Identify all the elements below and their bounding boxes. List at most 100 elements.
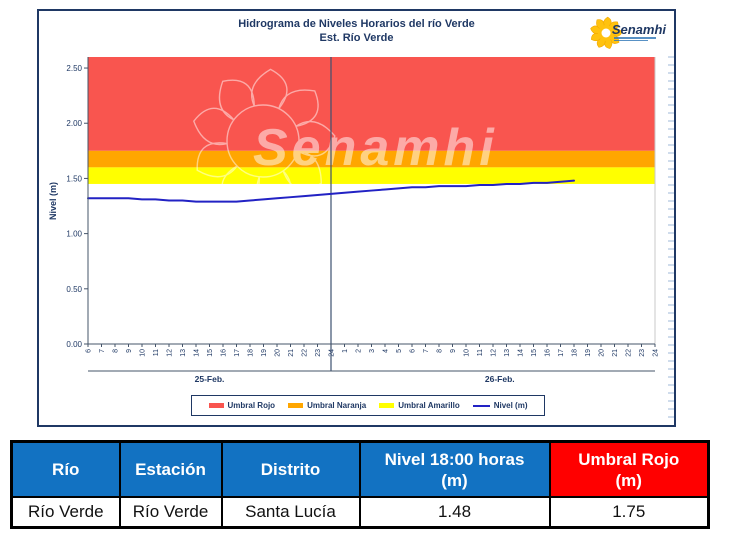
y-tick-label: 0.50 [66,285,82,294]
x-tick-label: 5 [396,349,403,353]
legend-line-swatch-icon [472,404,490,407]
x-tick-label: 15 [207,349,214,357]
x-tick-label: 11 [153,349,160,356]
y-tick-label: 1.50 [66,174,82,183]
logo-wordmark: Senamhi [611,22,666,37]
logo-tagline [613,37,666,41]
x-tick-label: 20 [275,349,282,357]
logo-sun-center [601,28,611,38]
table-header-estacion: Estación [118,440,223,498]
table-header-nivel: Nivel 18:00 horas (m) [358,440,551,498]
x-tick-label: 10 [464,349,471,357]
y-axis-title: Nivel (m) [48,181,58,221]
x-tick-label: 1 [342,349,349,353]
table-row: Río Verde Río Verde Santa Lucía 1.48 1.7… [10,496,710,529]
x-tick-label: 23 [639,349,646,357]
x-tick-label: 9 [126,349,133,353]
chart-title-line2: Est. Río Verde [319,32,394,44]
x-tick-label: 15 [531,349,538,357]
x-tick-label: 8 [437,349,444,353]
x-tick-label: 7 [99,349,106,353]
x-tick-label: 7 [423,349,430,353]
sun-petal [282,150,322,191]
sun-petal [192,107,235,146]
x-tick-label: 14 [194,349,201,357]
x-tick-label: 24 [653,349,660,357]
band-umbral-rojo [88,57,655,151]
x-tick-label: 22 [302,349,309,357]
table-header-rio: Río [10,440,121,498]
sun-petal [196,142,238,178]
watermark-text: Senamhi [253,119,498,177]
x-tick-label: 10 [140,349,147,357]
x-tick-label: 9 [450,349,457,353]
sun-petal [278,89,319,128]
x-tick-label: 18 [248,349,255,357]
x-tick-label: 11 [477,349,484,356]
x-tick-label: 21 [288,349,295,357]
x-tick-label: 2 [356,349,363,353]
y-tick-label: 1.00 [66,230,82,239]
legend-swatch-yellow-icon [379,403,395,408]
x-tick-label: 13 [504,349,511,357]
senamhi-logo: Senamhi [589,16,666,50]
table-cell-estacion: Río Verde [118,496,223,529]
x-tick-label: 17 [234,349,241,357]
legend-label: Umbral Naranja [307,401,367,410]
chart-panel: Senamhi 0.00 0.50 1.00 1.50 2.00 2.50 6 7 8 9 10 11 1… [37,9,676,427]
sun-petal [295,120,336,157]
table-cell-distrito: Santa Lucía [220,496,361,529]
summary-table: Río Estación Distrito Nivel 18:00 horas(… [10,440,710,529]
date-label: 25-Feb. [195,374,225,384]
legend-label: Nivel (m) [493,401,528,410]
sun-petal [218,79,255,121]
y-tick-label: 0.00 [66,340,82,349]
x-tick-label: 19 [261,349,268,357]
x-tick-label: 6 [86,349,93,353]
chart-title-line1: Hidrograma de Niveles Horarios del río V… [238,18,475,30]
legend-swatch-red-icon [208,403,224,408]
x-tick-label: 14 [518,349,525,357]
sun-petal [256,170,292,212]
watermark: Senamhi [192,68,498,212]
x-tick-label: 12 [491,349,498,357]
sun-core [226,104,300,178]
x-tick-label: 18 [572,349,579,357]
y-tick-label: 2.00 [66,119,82,128]
x-tick-label: 6 [410,349,417,353]
sun-logo-icon [590,16,623,49]
table-cell-nivel: 1.48 [358,496,551,529]
logo-tagline-bar [613,37,656,39]
x-tick-label: 4 [383,349,390,353]
chart-title: Hidrograma de Niveles Horarios del río V… [39,17,674,45]
x-tick-label: 13 [180,349,187,357]
x-tick-label: 22 [626,349,633,357]
x-tick-label: 23 [315,349,322,357]
table-header-distrito: Distrito [220,440,361,498]
x-tick-label: 17 [558,349,565,357]
table-cell-rio: Río Verde [10,496,121,529]
x-tick-label: 3 [369,349,376,353]
legend-label: Umbral Rojo [227,401,276,410]
x-tick-label: 12 [167,349,174,357]
x-tick-label: 16 [221,349,228,357]
x-tick-label: 24 [329,349,336,357]
logo-tagline-bar [613,39,648,41]
x-tick-label: 20 [599,349,606,357]
logo-text-block: Senamhi [612,23,666,42]
x-tick-label: 21 [612,349,619,357]
x-tick-label: 16 [545,349,552,357]
legend-item-umbral-amarillo: Umbral Amarillo [379,401,460,410]
legend-item-nivel: Nivel (m) [472,401,528,410]
chart-legend: Umbral Rojo Umbral Naranja Umbral Amaril… [191,395,545,416]
table-header-row: Río Estación Distrito Nivel 18:00 horas(… [10,440,710,498]
sun-petal [221,165,260,207]
legend-item-umbral-rojo: Umbral Rojo [208,401,276,410]
legend-label: Umbral Amarillo [398,401,460,410]
nivel-line [87,179,575,203]
y-tick-label: 2.50 [66,64,82,73]
table-cell-umbral: 1.75 [548,496,710,529]
legend-swatch-orange-icon [288,403,304,408]
